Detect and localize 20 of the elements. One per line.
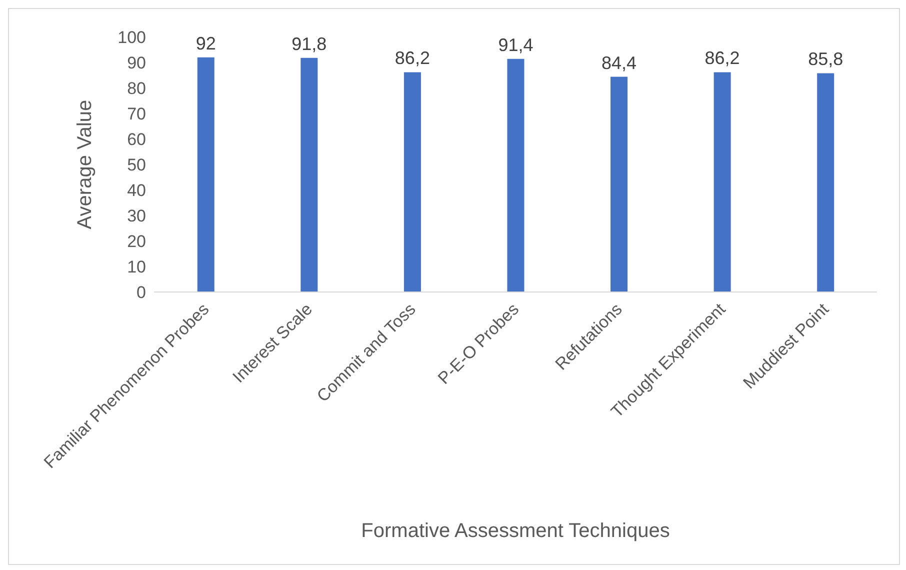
data-label: 86,2 — [704, 48, 740, 68]
x-axis-title: Formative Assessment Techniques — [361, 520, 670, 542]
data-label: 85,8 — [808, 49, 844, 70]
data-label: 92 — [196, 33, 216, 54]
y-tick-label: 70 — [127, 104, 146, 124]
y-tick-label: 80 — [127, 79, 146, 98]
y-tick-label: 100 — [118, 28, 146, 48]
data-label: 86,2 — [394, 48, 430, 68]
y-tick-label: 60 — [127, 130, 146, 150]
y-tick-label: 0 — [136, 283, 146, 302]
y-tick-label: 50 — [127, 156, 146, 175]
y-tick-label: 30 — [127, 206, 146, 226]
y-tick-label: 90 — [127, 54, 146, 73]
data-label: 91,4 — [498, 34, 534, 55]
y-tick-label: 10 — [127, 258, 146, 277]
y-axis-title: Average Value — [74, 100, 96, 230]
data-label: 91,8 — [292, 34, 327, 54]
y-tick-label: 40 — [127, 181, 146, 200]
data-label: 84,4 — [602, 52, 637, 73]
y-tick-label: 20 — [127, 232, 146, 252]
